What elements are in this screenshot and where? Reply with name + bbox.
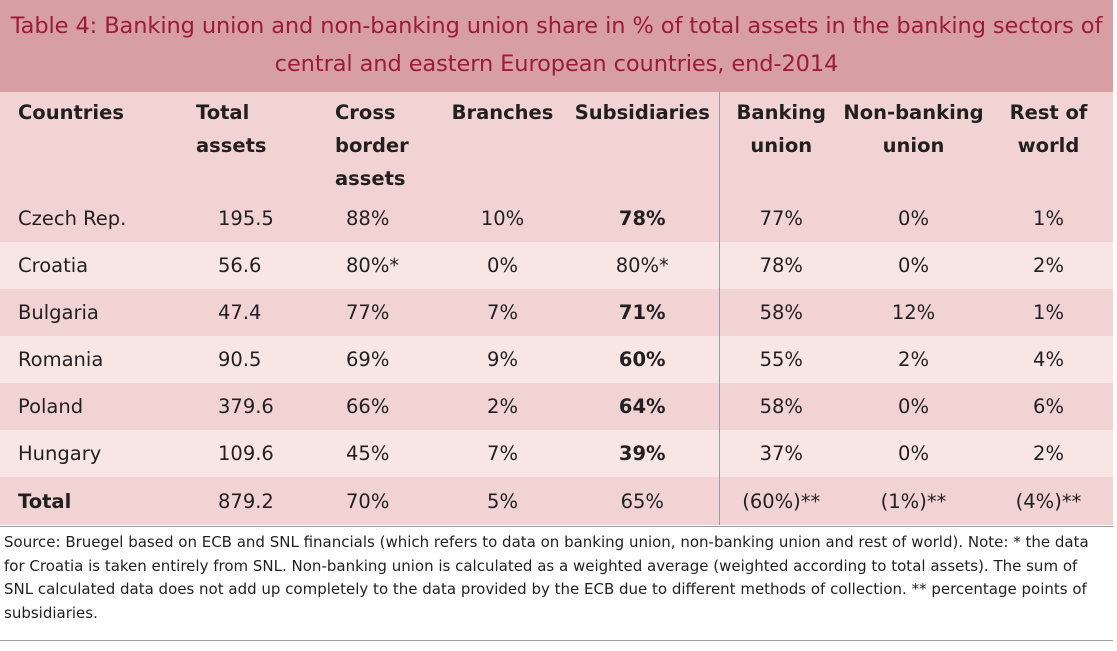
column-header-line: union xyxy=(750,134,813,157)
column-header-line: Subsidiaries xyxy=(574,101,710,124)
cell-subsidiaries: 60% xyxy=(618,348,666,371)
cell-branches: 7% xyxy=(487,301,518,324)
cell-banking-union: (60%)** xyxy=(718,477,843,525)
column-header-line: Cross xyxy=(335,101,396,124)
cell-country: Czech Rep. xyxy=(18,207,127,230)
bottom-divider xyxy=(0,640,1113,641)
table-row: Croatia 56.6 80%* 0% 80%* 78% 0% 2% xyxy=(0,242,1113,289)
cell-banking-union: 78% xyxy=(718,242,843,289)
table-row: Romania 90.5 69% 9% 60% 55% 2% 4% xyxy=(0,336,1113,383)
cell-total-assets: 195.5 xyxy=(218,207,274,230)
column-header-line: Countries xyxy=(18,101,124,124)
cell-country: Poland xyxy=(18,395,84,418)
cell-subsidiaries: 71% xyxy=(618,301,666,324)
cell-subsidiaries: 80%* xyxy=(615,254,669,277)
cell-country: Bulgaria xyxy=(18,301,99,324)
column-header-line: Rest of xyxy=(1009,101,1088,124)
cell-cross-border: 77% xyxy=(346,301,390,324)
cell-subsidiaries: 65% xyxy=(620,489,664,513)
cell-branches: 9% xyxy=(487,348,518,371)
cell-total-assets: 109.6 xyxy=(218,442,274,465)
cell-banking-union: 77% xyxy=(718,195,843,242)
cell-rest-of-world: 2% xyxy=(1033,442,1064,465)
cell-total-assets: 90.5 xyxy=(218,348,262,371)
table-title: Table 4: Banking union and non-banking u… xyxy=(0,0,1113,92)
data-table: Countries Total assets Cross border assets Bra… xyxy=(0,92,1113,525)
table-row: Bulgaria 47.4 77% 7% 71% 58% 12% 1% xyxy=(0,289,1113,336)
cell-country: Romania xyxy=(18,348,104,371)
table-row: Hungary 109.6 45% 7% 39% 37% 0% 2% xyxy=(0,430,1113,477)
cell-subsidiaries: 64% xyxy=(618,395,666,418)
column-header-line: border xyxy=(335,134,409,157)
source-note: Source: Bruegel based on ECB and SNL fin… xyxy=(4,533,1089,622)
cell-branches: 0% xyxy=(487,254,518,277)
column-header-line: Branches xyxy=(451,101,554,124)
column-header-line: world xyxy=(1017,134,1080,157)
cell-non-banking-union: 12% xyxy=(891,301,936,324)
cell-branches: 2% xyxy=(487,395,518,418)
column-header-subsidiaries: Subsidiaries xyxy=(566,92,719,195)
cell-rest-of-world: 2% xyxy=(1033,254,1064,277)
cell-total-assets: 56.6 xyxy=(218,254,262,277)
cell-cross-border: 45% xyxy=(346,442,390,465)
table-row: Poland 379.6 66% 2% 64% 58% 0% 6% xyxy=(0,383,1113,430)
cell-country: Croatia xyxy=(18,254,89,277)
cell-cross-border: 69% xyxy=(346,348,390,371)
column-header-line: Banking xyxy=(736,101,826,124)
column-header-branches: Branches xyxy=(439,92,566,195)
column-header-line: Total xyxy=(196,101,250,124)
column-header-line: assets xyxy=(196,134,267,157)
cell-country: Hungary xyxy=(18,442,102,465)
divider xyxy=(0,526,1113,527)
total-row: Total 879.2 70% 5% 65% (60%)** (1%)** (4%)** xyxy=(0,477,1113,525)
cell-branches: 7% xyxy=(487,442,518,465)
cell-subsidiaries: 78% xyxy=(618,207,666,230)
column-header-line: assets xyxy=(335,167,406,190)
cell-rest-of-world: (4%)** xyxy=(1015,489,1082,513)
table-row: Czech Rep. 195.5 88% 10% 78% 77% 0% 1% xyxy=(0,195,1113,242)
column-header-line: union xyxy=(882,134,945,157)
cell-rest-of-world: 4% xyxy=(1033,348,1064,371)
cell-non-banking-union: 0% xyxy=(898,254,929,277)
cell-banking-union: 58% xyxy=(718,289,843,336)
cell-branches: 5% xyxy=(487,489,518,513)
cell-subsidiaries: 39% xyxy=(618,442,666,465)
column-header-rest-of-world: Rest of world xyxy=(984,92,1113,195)
cell-total-assets: 47.4 xyxy=(218,301,262,324)
cell-cross-border: 80%* xyxy=(346,254,400,277)
cell-banking-union: 58% xyxy=(718,383,843,430)
cell-banking-union: 37% xyxy=(718,430,843,477)
column-header-cross-border-assets: Cross border assets xyxy=(323,92,439,195)
cell-cross-border: 70% xyxy=(346,489,390,513)
cell-non-banking-union: 0% xyxy=(898,442,929,465)
column-header-line: Non-banking xyxy=(843,101,984,124)
cell-cross-border: 88% xyxy=(346,207,390,230)
column-header-countries: Countries xyxy=(0,92,196,195)
cell-non-banking-union: 2% xyxy=(898,348,929,371)
cell-country: Total xyxy=(18,489,72,513)
cell-total-assets: 879.2 xyxy=(218,489,274,513)
table-body: Czech Rep. 195.5 88% 10% 78% 77% 0% 1% Croatia 56… xyxy=(0,195,1113,525)
table-title-line-2: central and eastern European countries, … xyxy=(274,51,839,77)
cell-total-assets: 379.6 xyxy=(218,395,274,418)
cell-non-banking-union: 0% xyxy=(898,395,929,418)
header-row: Countries Total assets Cross border assets Bra… xyxy=(0,92,1113,195)
cell-rest-of-world: 1% xyxy=(1033,207,1064,230)
cell-non-banking-union: 0% xyxy=(898,207,929,230)
cell-branches: 10% xyxy=(480,207,525,230)
cell-banking-union: 55% xyxy=(718,336,843,383)
cell-rest-of-world: 1% xyxy=(1033,301,1064,324)
cell-rest-of-world: 6% xyxy=(1033,395,1064,418)
cell-cross-border: 66% xyxy=(346,395,390,418)
cell-non-banking-union: (1%)** xyxy=(880,489,947,513)
column-header-total-assets: Total assets xyxy=(196,92,323,195)
column-header-banking-union: Banking union xyxy=(718,92,843,195)
table-title-line-1: Table 4: Banking union and non-banking u… xyxy=(10,13,1103,39)
column-header-non-banking-union: Non-banking union xyxy=(843,92,984,195)
